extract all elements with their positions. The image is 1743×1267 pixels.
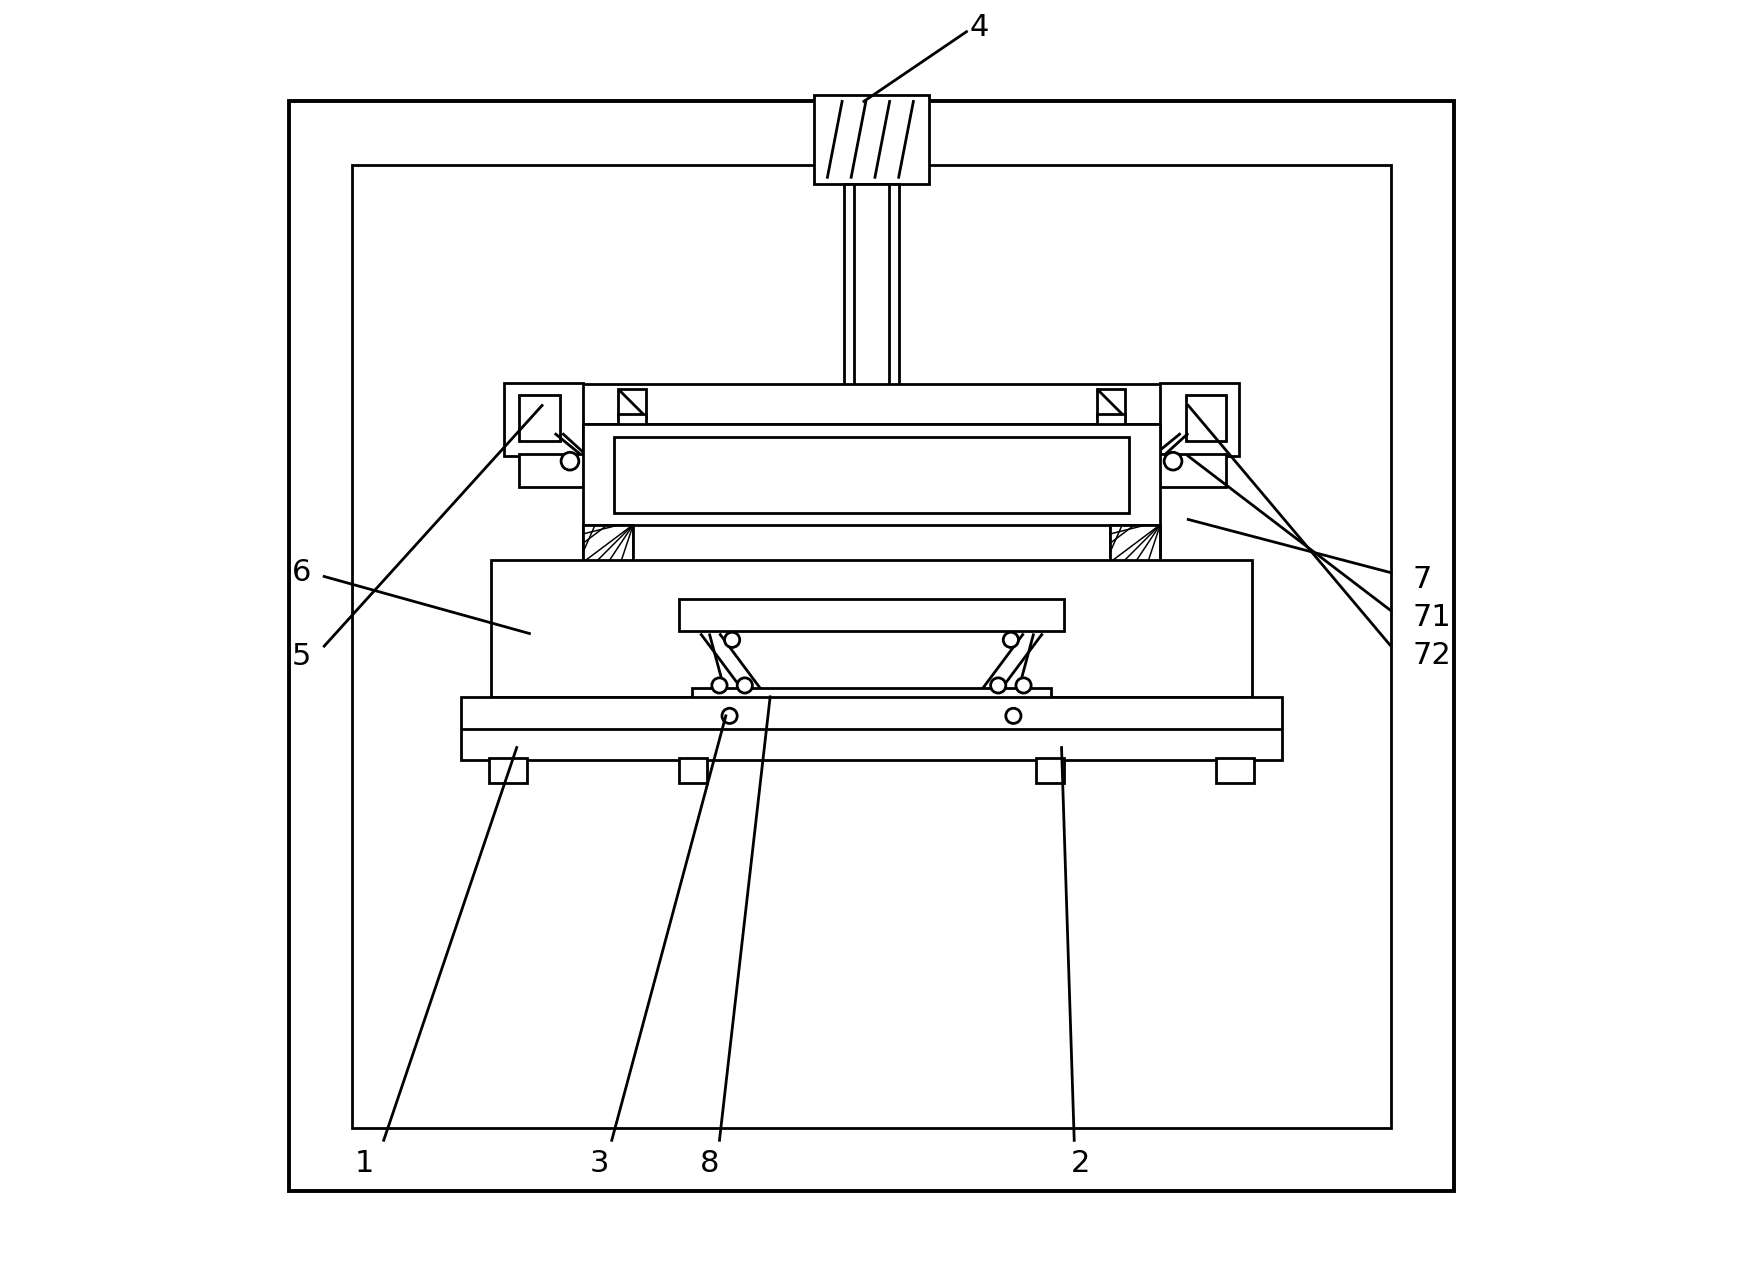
Circle shape: [1164, 452, 1182, 470]
Bar: [289, 101, 1454, 1191]
Text: 2: 2: [1070, 1149, 1089, 1177]
Circle shape: [1016, 678, 1032, 693]
Text: 5: 5: [291, 642, 310, 670]
Bar: [519, 454, 596, 487]
Text: 3: 3: [589, 1149, 608, 1177]
Bar: [1035, 758, 1063, 783]
Bar: [619, 414, 647, 427]
Circle shape: [1004, 632, 1018, 647]
Bar: [582, 525, 1161, 563]
Bar: [1217, 758, 1255, 783]
Circle shape: [711, 678, 727, 693]
Bar: [1150, 454, 1227, 487]
Bar: [1096, 414, 1124, 427]
Bar: [704, 698, 755, 716]
Circle shape: [722, 708, 737, 723]
Bar: [680, 758, 708, 783]
Bar: [488, 758, 526, 783]
Circle shape: [737, 678, 753, 693]
Text: 8: 8: [699, 1149, 720, 1177]
Text: 71: 71: [1412, 603, 1452, 631]
Circle shape: [1006, 708, 1021, 723]
Bar: [1110, 525, 1161, 563]
Circle shape: [990, 678, 1006, 693]
Bar: [844, 184, 899, 393]
Bar: [1161, 383, 1239, 456]
Circle shape: [725, 632, 739, 647]
Bar: [492, 560, 1251, 697]
Bar: [814, 95, 929, 184]
Bar: [614, 437, 1129, 513]
Bar: [460, 697, 1283, 760]
Text: 6: 6: [291, 559, 310, 587]
Text: 7: 7: [1412, 565, 1433, 593]
Bar: [1096, 389, 1124, 417]
Bar: [504, 383, 582, 456]
Bar: [988, 698, 1039, 716]
Bar: [582, 525, 633, 563]
Bar: [680, 599, 1063, 631]
Circle shape: [561, 452, 579, 470]
Text: 4: 4: [969, 14, 988, 42]
Bar: [692, 688, 1051, 701]
Bar: [519, 395, 560, 441]
Text: 1: 1: [356, 1149, 375, 1177]
Bar: [352, 165, 1391, 1128]
Bar: [580, 384, 1163, 424]
Bar: [619, 389, 647, 417]
Text: 72: 72: [1412, 641, 1452, 669]
Bar: [1185, 395, 1227, 441]
Bar: [582, 424, 1161, 528]
